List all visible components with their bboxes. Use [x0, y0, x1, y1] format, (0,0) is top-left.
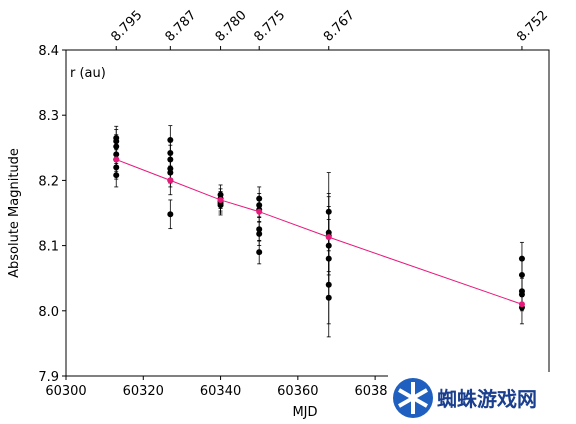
- fit-line: [116, 159, 523, 305]
- fit-point: [518, 301, 525, 308]
- annotation: r (au): [70, 66, 106, 81]
- point: [217, 202, 224, 209]
- point: [256, 230, 263, 237]
- plot-frame: [65, 49, 550, 377]
- fit-point: [113, 156, 120, 163]
- watermark-text: 蜘蛛游戏网: [437, 387, 537, 411]
- point: [113, 172, 120, 179]
- watermark: 蜘蛛游戏网: [388, 372, 576, 424]
- fit-point: [325, 234, 332, 241]
- x-tick-label: 60340: [200, 384, 241, 399]
- y-tick-label: 8.4: [38, 44, 59, 59]
- y-tick-label: 8.2: [38, 174, 59, 189]
- y-tick-label: 8.0: [38, 305, 59, 320]
- x-tick-label: 60380: [354, 384, 395, 399]
- top-tick-label: 8.795: [108, 8, 145, 45]
- top-tick-label: 8.775: [251, 8, 288, 45]
- top-tick-label: 8.752: [514, 8, 551, 45]
- y-tick-label: 8.3: [38, 109, 59, 124]
- watermark-icon-lines: [398, 382, 428, 414]
- point: [167, 211, 174, 218]
- y-tick-label: 8.1: [38, 240, 59, 255]
- x-axis-label: MJD: [292, 405, 317, 420]
- x-tick-label: 60300: [45, 384, 86, 399]
- top-tick-label: 8.787: [163, 8, 200, 45]
- y-tick-label: 7.9: [38, 370, 59, 385]
- x-tick-label: 60360: [277, 384, 318, 399]
- fit-point: [217, 196, 224, 203]
- point: [325, 294, 332, 301]
- y-axis-label: Absolute Magnitude: [7, 148, 22, 278]
- x-tick-label: 60320: [123, 384, 164, 399]
- top-tick-label: 8.767: [321, 8, 358, 45]
- top-tick-label: 8.780: [213, 8, 250, 45]
- point: [256, 249, 263, 256]
- fit-point: [167, 177, 174, 184]
- fit-point: [256, 208, 263, 215]
